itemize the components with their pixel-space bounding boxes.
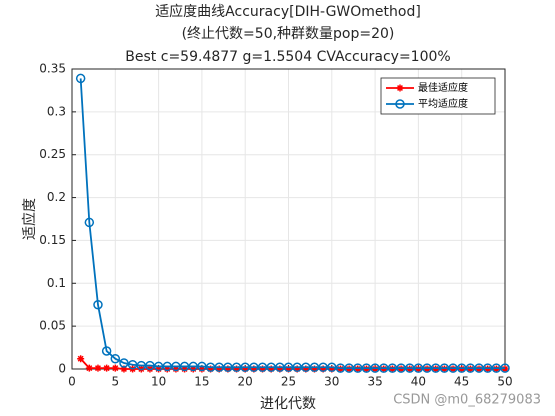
x-tick-label: 0	[68, 375, 76, 389]
marker	[207, 365, 215, 373]
chart-subtitle: Best c=59.4877 g=1.5504 CVAccuracy=100%	[125, 49, 450, 65]
legend-label: 平均适应度	[418, 97, 468, 110]
marker	[111, 364, 119, 372]
marker	[181, 365, 189, 373]
marker	[103, 364, 111, 372]
watermark: CSDN @m0_68279083	[393, 393, 541, 408]
y-tick-label: 0	[58, 362, 66, 376]
x-tick-label: 5	[111, 375, 119, 389]
marker	[119, 358, 129, 368]
marker	[319, 365, 327, 373]
y-axis-label: 适应度	[21, 198, 38, 240]
marker	[215, 365, 223, 373]
marker	[233, 365, 241, 373]
marker	[163, 365, 171, 373]
x-tick-label: 50	[497, 375, 512, 389]
x-tick-label: 40	[411, 375, 426, 389]
marker	[293, 365, 301, 373]
legend-marker	[395, 99, 405, 109]
marker	[189, 365, 197, 373]
marker	[250, 365, 258, 373]
x-tick-label: 10	[151, 375, 166, 389]
x-tick-label: 15	[194, 375, 209, 389]
marker	[302, 365, 310, 373]
marker	[75, 73, 86, 84]
marker	[77, 355, 85, 363]
legend-label: 最佳适应度	[418, 81, 468, 94]
marker	[155, 365, 163, 373]
x-axis-label: 进化代数	[260, 396, 316, 412]
x-tick-label: 45	[454, 375, 469, 389]
x-tick-label: 25	[281, 375, 296, 389]
x-tick-label: 20	[238, 375, 253, 389]
marker	[328, 365, 336, 373]
marker	[259, 365, 267, 373]
y-tick-label: 0.3	[47, 104, 66, 118]
y-tick-label: 0.05	[39, 319, 66, 333]
marker	[198, 365, 206, 373]
legend-marker	[396, 84, 404, 92]
y-tick-label: 0.1	[47, 276, 66, 290]
marker	[172, 365, 180, 373]
marker	[276, 365, 284, 373]
marker	[101, 346, 112, 356]
marker	[310, 365, 318, 373]
marker	[94, 364, 102, 372]
marker	[224, 365, 232, 373]
y-tick-label: 0.25	[39, 147, 66, 161]
marker	[93, 299, 103, 310]
chart-subtitle: (终止代数=50,种群数量pop=20)	[182, 26, 395, 42]
marker	[285, 365, 292, 373]
chart-title: 适应度曲线Accuracy[DIH-GWOmethod]	[155, 3, 421, 20]
marker	[84, 217, 95, 228]
marker	[267, 365, 275, 373]
y-tick-label: 0.2	[47, 190, 66, 204]
marker	[110, 353, 121, 364]
y-tick-label: 0.15	[39, 233, 66, 247]
marker	[120, 365, 128, 373]
marker	[241, 365, 249, 373]
marker	[85, 364, 93, 372]
y-tick-label: 0.35	[39, 62, 66, 76]
x-tick-label: 30	[324, 375, 339, 389]
marker	[500, 363, 510, 373]
x-tick-label: 35	[367, 375, 382, 389]
